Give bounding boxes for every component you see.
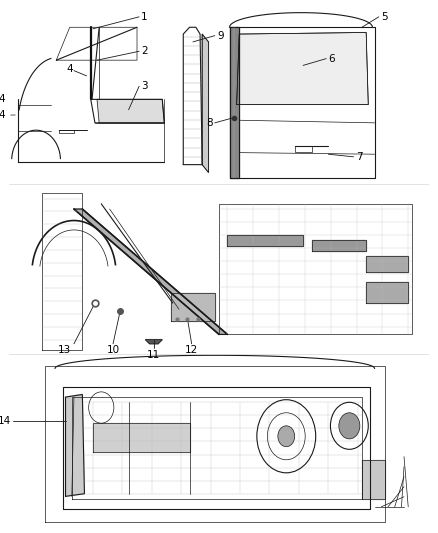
Polygon shape bbox=[74, 209, 227, 334]
Text: 4: 4 bbox=[0, 94, 5, 104]
Polygon shape bbox=[230, 27, 239, 177]
Text: 1: 1 bbox=[141, 12, 148, 22]
Polygon shape bbox=[362, 460, 385, 499]
Text: 8: 8 bbox=[206, 118, 213, 128]
Polygon shape bbox=[202, 34, 208, 173]
Text: 5: 5 bbox=[381, 12, 388, 22]
Text: 4: 4 bbox=[0, 110, 5, 120]
Text: 9: 9 bbox=[217, 30, 223, 41]
Text: 11: 11 bbox=[147, 350, 160, 360]
Text: 3: 3 bbox=[141, 82, 148, 91]
Polygon shape bbox=[366, 256, 408, 272]
Polygon shape bbox=[97, 99, 164, 123]
Circle shape bbox=[278, 426, 295, 447]
Polygon shape bbox=[237, 33, 368, 104]
Text: 2: 2 bbox=[141, 46, 148, 56]
Text: 14: 14 bbox=[0, 416, 11, 425]
Polygon shape bbox=[93, 423, 190, 452]
Polygon shape bbox=[66, 394, 85, 496]
Text: 4: 4 bbox=[67, 64, 73, 74]
Text: 12: 12 bbox=[185, 345, 198, 356]
Text: 10: 10 bbox=[106, 345, 120, 356]
Polygon shape bbox=[227, 235, 303, 246]
Text: 6: 6 bbox=[328, 54, 335, 63]
Polygon shape bbox=[311, 240, 366, 251]
Polygon shape bbox=[145, 340, 162, 344]
Circle shape bbox=[339, 413, 360, 439]
Text: 7: 7 bbox=[356, 152, 362, 162]
Polygon shape bbox=[366, 282, 408, 303]
Text: 13: 13 bbox=[58, 345, 71, 356]
Polygon shape bbox=[171, 293, 215, 321]
